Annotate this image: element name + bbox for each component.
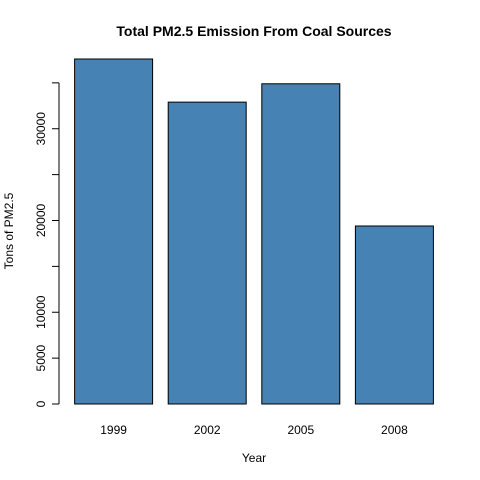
x-tick-label: 2008	[381, 423, 408, 437]
y-tick-label: 5000	[34, 344, 48, 371]
y-tick-label: 30000	[34, 112, 48, 146]
y-axis-label: Tons of PM2.5	[2, 192, 16, 269]
bar-2008	[354, 225, 434, 405]
y-tick-label: 0	[34, 400, 48, 407]
bar-1999	[74, 58, 154, 405]
y-tick-label: 20000	[34, 203, 48, 237]
x-axis-label: Year	[242, 451, 266, 465]
bars-group	[74, 58, 434, 405]
bar-2002	[167, 101, 247, 405]
bar-2005	[261, 83, 341, 405]
y-tick-label: 10000	[34, 295, 48, 329]
y-axis: 0 5000 10000 20000 30000	[34, 82, 60, 407]
x-tick-label: 2005	[287, 423, 314, 437]
x-tick-label: 2002	[194, 423, 221, 437]
x-tick-labels: 1999 2002 2005 2008	[100, 423, 408, 437]
x-tick-label: 1999	[100, 423, 127, 437]
chart-title: Total PM2.5 Emission From Coal Sources	[116, 23, 391, 39]
